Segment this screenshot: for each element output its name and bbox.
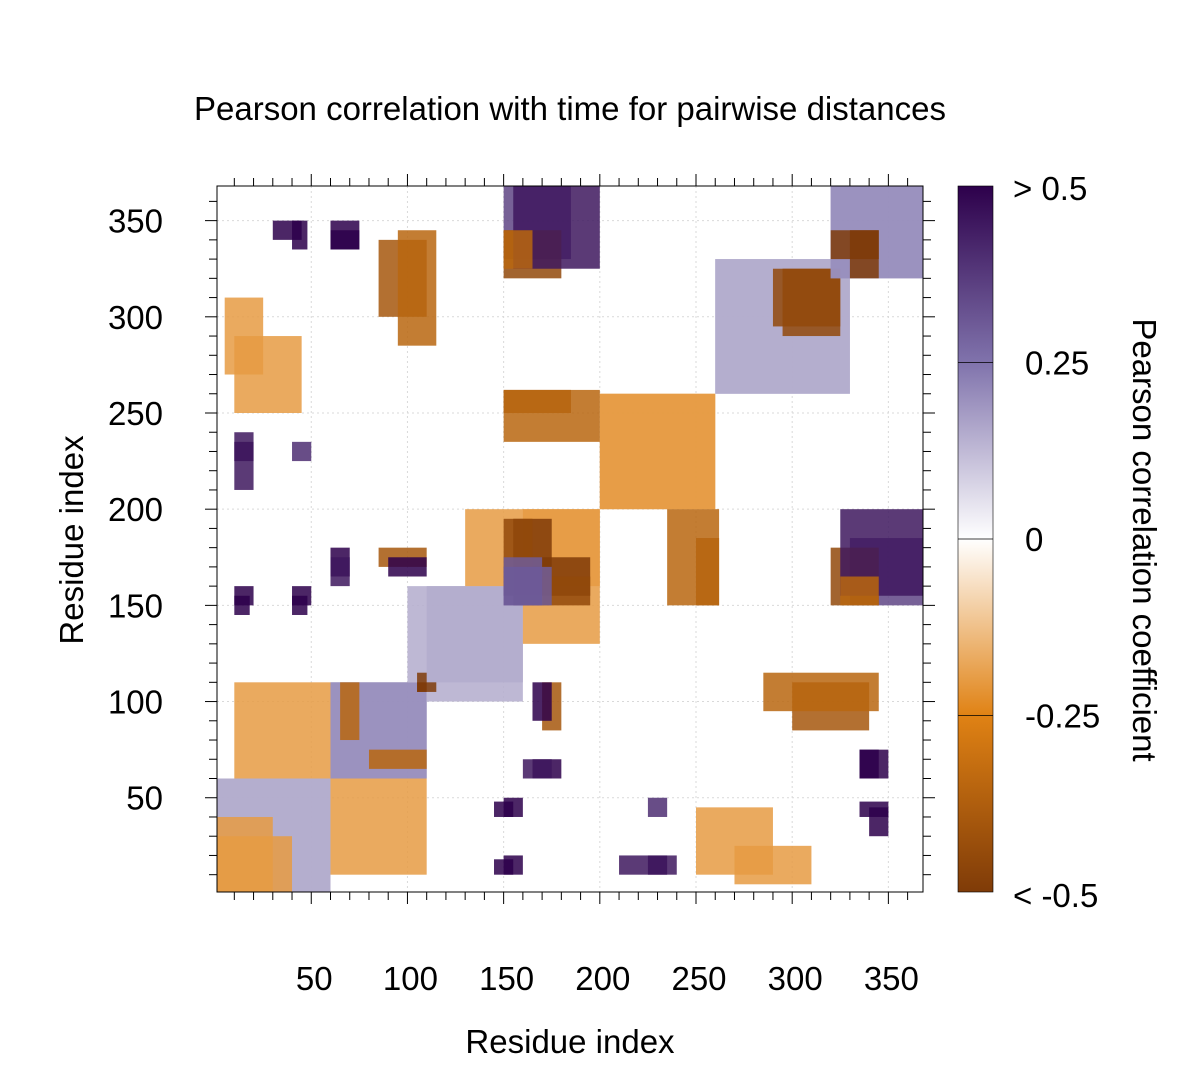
colorbar-tick-label: > 0.5 — [1013, 170, 1087, 207]
heatmap-cells — [217, 186, 923, 892]
heatmap-cell — [340, 682, 360, 741]
y-tick-label: 150 — [108, 587, 163, 624]
heatmap-cell — [503, 566, 552, 606]
y-tick-label: 50 — [126, 780, 163, 817]
x-tick-label: 100 — [383, 960, 438, 997]
heatmap-cell — [503, 389, 600, 442]
heatmap-cell — [292, 441, 312, 462]
y-tick-label: 350 — [108, 203, 163, 240]
heatmap-cell — [840, 576, 879, 606]
heatmap-cell — [234, 595, 250, 615]
colorbar-tick-label: 0.25 — [1025, 345, 1089, 382]
x-axis-label: Residue index — [465, 1023, 675, 1060]
heatmap-cell — [859, 749, 889, 779]
heatmap-cell — [234, 432, 254, 490]
heatmap-cell — [330, 220, 360, 250]
chart-title: Pearson correlation with time for pairwi… — [194, 90, 946, 127]
plot-frame — [216, 185, 924, 893]
heatmap-cell — [292, 220, 308, 250]
x-tick-label: 250 — [671, 960, 726, 997]
axis-ticks: 50 100 150 200 250 300 350 50 100 150 200 250 300 350 — [108, 174, 935, 997]
y-tick-label: 250 — [108, 395, 163, 432]
y-axis-label: Residue index — [53, 435, 90, 645]
colorbar-tick-label: 0 — [1025, 521, 1043, 558]
heatmap-cell — [494, 801, 514, 817]
heatmap-cell — [330, 778, 427, 875]
heatmap-cell — [494, 859, 514, 875]
heatmap-cell — [388, 557, 427, 577]
colorbar-tick-label: < -0.5 — [1013, 877, 1098, 914]
colorbar-tick-label: -0.25 — [1025, 698, 1100, 735]
y-tick-label: 300 — [108, 299, 163, 336]
heatmap-cell — [532, 682, 552, 721]
heatmap-cell — [782, 268, 841, 337]
heatmap-cell — [503, 230, 533, 269]
y-tick-label: 100 — [108, 684, 163, 721]
heatmap-cell — [696, 807, 773, 875]
heatmap-cell — [234, 336, 302, 413]
heatmap-cell — [217, 816, 273, 892]
colorbar-ticks: > 0.5 0.25 0 -0.25 < -0.5 — [958, 170, 1100, 914]
x-tick-label: 300 — [768, 960, 823, 997]
heatmap-cell — [522, 759, 552, 779]
heatmap-cell — [667, 509, 720, 606]
x-tick-label: 150 — [479, 960, 534, 997]
heatmap-cell — [368, 749, 427, 769]
heatmap-cell — [619, 855, 677, 875]
x-tick-label: 200 — [575, 960, 630, 997]
heatmap-cell — [849, 230, 879, 279]
heatmap-cell — [417, 672, 427, 692]
heatmap-cell — [330, 557, 350, 587]
heatmap-cell — [647, 797, 668, 817]
x-tick-label: 350 — [864, 960, 919, 997]
heatmap-cell — [599, 393, 716, 510]
heatmap-cell — [292, 595, 308, 615]
heatmap-cell — [397, 230, 437, 346]
heatmap-cell — [859, 801, 889, 817]
colorbar-title: Pearson correlation coefficient — [1126, 318, 1163, 761]
y-tick-label: 200 — [108, 491, 163, 528]
heatmap-cell — [234, 682, 331, 779]
x-tick-label: 50 — [296, 960, 333, 997]
heatmap-cell — [763, 672, 879, 712]
